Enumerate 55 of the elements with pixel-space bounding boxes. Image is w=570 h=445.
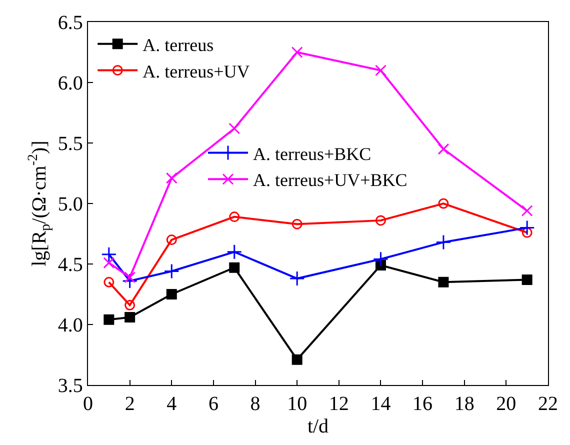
legend-label: A. terreus+UV [142,61,250,82]
point [291,46,303,58]
y-tick-label: 4.5 [58,254,83,276]
point [438,198,449,209]
x-tick-label: 4 [166,393,177,416]
point [164,264,180,280]
point [521,205,533,217]
x-tick-label: 16 [412,393,433,416]
point [226,244,242,260]
point [374,64,386,76]
point [438,276,449,288]
x-tick-label: 10 [287,393,308,416]
point [166,234,177,246]
y-tick-label: 3.5 [58,375,83,397]
x-tick-label: 14 [370,393,391,416]
point [436,234,452,250]
legend-label: A. terreus+UV+BKC [253,170,408,190]
point [104,276,114,288]
point [229,262,240,273]
point [228,122,240,134]
point [101,246,117,262]
point [166,289,177,300]
point [103,257,115,269]
x-tick-label: 12 [328,393,349,416]
point [522,274,532,285]
x-tick-label: 8 [250,393,260,416]
point [124,272,136,284]
point [522,227,532,238]
x-tick-label: 18 [454,393,474,416]
point [289,270,305,286]
point [375,215,386,226]
legend-label: A. terreus [142,34,214,55]
x-tick-label: 2 [124,393,135,416]
point [372,251,388,267]
y-tick-label: 4.0 [58,314,83,336]
point [292,354,302,365]
point [122,273,138,289]
x-tick-label: 22 [538,393,558,416]
x-axis-title: t/d [307,416,329,438]
y-tick-label: 6.5 [58,12,83,34]
point [292,218,302,230]
y-tick-label: 6.0 [58,72,83,94]
x-tick-label: 0 [83,393,93,416]
point [124,300,136,310]
point [438,143,450,155]
x-tick-label: 20 [496,393,516,416]
y-tick-label: 5.5 [58,133,83,155]
point [229,212,240,222]
point [519,220,535,236]
point [124,312,136,322]
y-tick-label: 5.0 [58,194,83,216]
x-tick-label: 6 [208,393,218,416]
point [166,172,178,184]
point [104,314,114,325]
legend-label: A. terreus+BKC [253,144,372,164]
